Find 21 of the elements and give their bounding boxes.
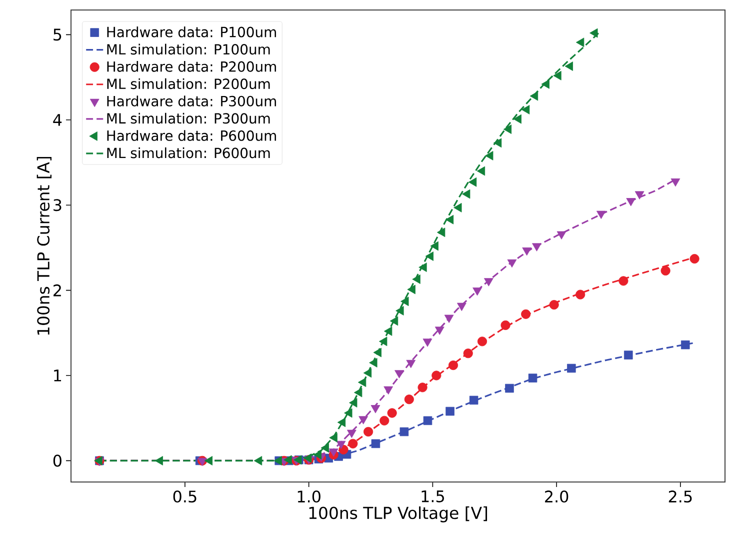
legend-label: ML simulation: P300um <box>107 112 270 124</box>
y-tick-label: 4 <box>53 114 62 126</box>
x-tick-label: 0.5 <box>173 490 196 503</box>
legend-label: Hardware data: P200um <box>107 61 276 72</box>
y-axis-title: 100ns TLP Current [A] <box>36 156 52 335</box>
y-tick-label: 5 <box>54 28 62 41</box>
y-tick-label: 1 <box>54 370 62 382</box>
x-axis-title: 100ns TLP Voltage [V] <box>309 506 488 522</box>
legend-label: Hardware data: P300um <box>107 96 276 106</box>
x-tick-label: 1.5 <box>422 490 444 502</box>
y-tick-label: 2 <box>54 284 61 296</box>
legend-label: ML simulation: P600um <box>107 147 270 158</box>
legend-label: Hardware data: P600um <box>107 130 276 141</box>
y-tick-label: 0 <box>53 454 62 467</box>
legend-label: ML simulation: P200um <box>107 78 270 90</box>
x-tick-label: 2.5 <box>668 490 692 503</box>
x-tick-label: 1.0 <box>298 490 320 503</box>
y-tick-label: 3 <box>54 199 62 212</box>
x-tick-label: 2.0 <box>545 490 568 503</box>
legend-label: ML simulation: P100um <box>107 44 270 55</box>
legend-label: Hardware data: P100um <box>107 26 276 38</box>
